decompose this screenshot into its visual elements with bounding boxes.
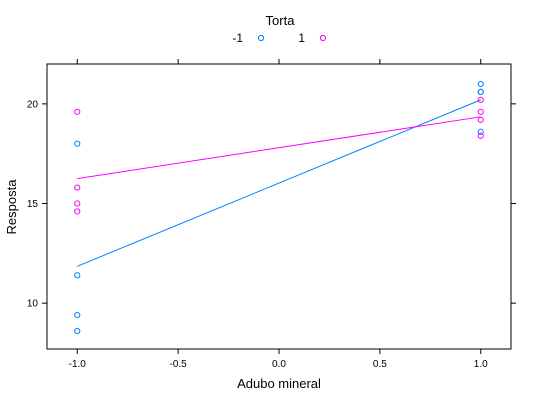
y-axis-label: Resposta [4,179,19,235]
point-series-1 [74,140,81,147]
point-series-2 [74,208,81,215]
x-tick-label: 1.0 [474,359,488,370]
point-series-1 [74,327,81,335]
point-series-2 [74,200,81,207]
x-tick-label: -1.0 [69,359,87,370]
point-series-1 [74,272,81,279]
fit-line-series-2 [77,116,481,180]
y-axis-ticks: 10 15 20 [27,99,516,310]
legend-label-series-2: 1 [298,31,305,45]
x-axis-ticks: -1.0 -0.5 0.0 0.5 1.0 [69,59,488,370]
fit-line-series-1 [77,99,481,267]
plot-frame [46,63,512,350]
legend-title: Torta [266,13,296,28]
point-series-2 [477,108,484,115]
x-tick-label: 0.0 [272,359,286,370]
point-series-2 [477,96,484,103]
point-series-1 [74,312,81,319]
data-points [74,80,484,335]
y-tick-label: 20 [27,99,39,110]
point-series-1 [477,128,484,135]
point-series-1 [477,88,484,96]
x-axis-label: Adubo mineral [237,376,321,391]
legend-label-series-1: -1 [232,31,243,45]
legend-marker-series-2 [319,34,327,42]
fit-lines [77,99,481,267]
point-series-2 [74,184,81,191]
legend: Torta -1 1 [232,13,327,45]
y-tick-label: 15 [27,199,39,210]
legend-marker-series-1 [257,34,265,42]
point-series-2 [477,132,484,139]
x-tick-label: 0.5 [373,359,387,370]
point-series-1 [477,80,484,88]
y-tick-label: 10 [27,299,39,310]
point-series-2 [477,116,484,123]
x-tick-label: -0.5 [170,359,188,370]
point-series-2 [74,108,81,115]
